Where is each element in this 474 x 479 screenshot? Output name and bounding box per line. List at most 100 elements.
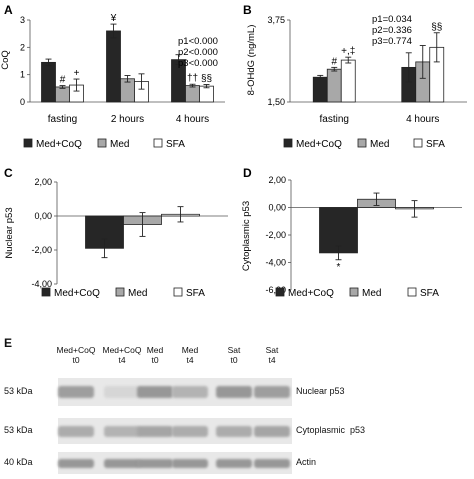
- error-bar: [101, 238, 108, 259]
- x-tick-label: fasting: [320, 114, 349, 125]
- legend-label: Med: [110, 139, 129, 150]
- chart-panel-c: C Nuclear p53 -4,00 -2,00 0,00 2,00 Med+CoQ Med…: [4, 166, 228, 299]
- legend-label: Med+CoQ: [54, 288, 100, 299]
- error-bar: [177, 206, 184, 223]
- error-bar: [335, 245, 342, 261]
- p-value-label: p2=0.336: [372, 25, 412, 36]
- blot-band: [254, 458, 290, 468]
- bar-med-coq: [319, 207, 358, 254]
- significance-mark: §§: [201, 74, 212, 85]
- y-axis-label: Nuclear p53: [4, 207, 15, 258]
- legend-swatch: [357, 138, 367, 148]
- blot-band: [216, 458, 252, 468]
- blot-band: [58, 458, 94, 468]
- legend-swatch: [173, 287, 183, 297]
- y-axis-label: Cytoplasmic p53: [241, 201, 252, 271]
- blot-band: [137, 425, 173, 437]
- error-bar: [345, 56, 352, 64]
- bar-med: [185, 85, 200, 103]
- significance-mark: ¥: [110, 13, 117, 24]
- lane-label: Sat t4: [265, 345, 279, 365]
- legend-label: SFA: [166, 139, 185, 150]
- significance-mark: ††: [187, 73, 198, 84]
- significance-mark: #: [60, 75, 66, 86]
- blot-band: [104, 458, 140, 468]
- y-tick-label: 2,00: [34, 177, 52, 187]
- blot-band: [172, 386, 208, 399]
- legend-swatch: [115, 287, 125, 297]
- chart-panel-a: A CoQ 0 1 2 3 fasting 2 hours 4 hours # + ¥ †† §§ p1<0…: [0, 3, 225, 150]
- significance-mark: +,‡: [341, 46, 355, 57]
- blot-label: Actin: [296, 457, 317, 467]
- y-tick-label: 0,00: [34, 211, 52, 221]
- legend-swatch: [153, 138, 163, 148]
- y-tick-label: 0: [20, 97, 25, 107]
- blot-band: [172, 458, 208, 468]
- molecular-weight-marker: 40 kDa: [4, 457, 33, 467]
- error-bar: [45, 58, 52, 67]
- error-bar: [73, 78, 80, 92]
- blot-band: [58, 386, 94, 399]
- blot-band: [216, 425, 252, 437]
- x-tick-label: 4 hours: [176, 114, 209, 125]
- legend-label: SFA: [186, 288, 205, 299]
- legend-label: Med: [370, 139, 389, 150]
- legend-label: SFA: [420, 288, 439, 299]
- blot-band: [254, 386, 290, 399]
- error-bar: [433, 32, 440, 63]
- lane-label: Med+CoQ t4: [102, 345, 142, 365]
- bar-med-coq: [41, 61, 56, 103]
- error-bar: [175, 54, 182, 66]
- bar-med: [326, 68, 342, 103]
- bar-sfa: [340, 59, 356, 103]
- blot-band: [254, 425, 290, 437]
- x-tick-label: 4 hours: [406, 114, 439, 125]
- bar-sfa: [199, 85, 214, 103]
- chart-panel-b: B 8-OHdG (ng/mL) 1,50 3,75 fasting 4 hours # +,…: [243, 3, 467, 150]
- error-bar: [189, 83, 196, 88]
- blot-band: [172, 425, 208, 437]
- significance-mark: §§: [431, 22, 442, 33]
- error-bar: [59, 85, 66, 89]
- blot-band: [58, 425, 94, 437]
- legend-swatch: [275, 287, 285, 297]
- legend-swatch: [349, 287, 359, 297]
- x-tick-label: fasting: [48, 114, 77, 125]
- blot-band: [137, 458, 173, 468]
- y-tick-label: 1: [20, 70, 25, 80]
- legend-swatch: [97, 138, 107, 148]
- panel-letter: E: [4, 336, 13, 350]
- y-tick-label: 2,00: [268, 175, 286, 185]
- error-bar: [317, 74, 324, 80]
- error-bar: [203, 84, 210, 89]
- y-axis-label: CoQ: [0, 50, 11, 70]
- blot-label: Cytoplasmic p53: [296, 425, 366, 435]
- bar-med: [55, 86, 70, 103]
- x-tick-label: 2 hours: [111, 114, 144, 125]
- legend-swatch: [413, 138, 423, 148]
- y-tick-label: 3: [20, 15, 25, 25]
- error-bar: [331, 66, 338, 72]
- legend-swatch: [283, 138, 293, 148]
- bar-med-coq: [312, 76, 328, 103]
- lane-label: Med t0: [146, 345, 164, 365]
- blot-band: [137, 386, 173, 399]
- error-bar: [139, 212, 146, 237]
- blot-band: [216, 386, 252, 399]
- error-bar: [373, 192, 380, 206]
- error-bar: [411, 200, 418, 218]
- y-tick-label: 0,00: [268, 203, 286, 213]
- p-value-label: p1<0.000: [178, 36, 218, 47]
- blot-label: Nuclear p53: [296, 386, 345, 396]
- panel-letter: C: [4, 166, 13, 180]
- lane-label: Med+CoQ t0: [56, 345, 96, 365]
- y-axis-label: 8-OHdG (ng/mL): [246, 25, 257, 96]
- legend-label: SFA: [426, 139, 445, 150]
- blot-band: [104, 425, 140, 437]
- y-tick-label: -4,00: [31, 279, 52, 289]
- lane-label: Med t4: [181, 345, 199, 365]
- panel-letter: D: [243, 166, 252, 180]
- error-bar: [110, 23, 117, 39]
- y-tick-label: -4,00: [265, 258, 286, 268]
